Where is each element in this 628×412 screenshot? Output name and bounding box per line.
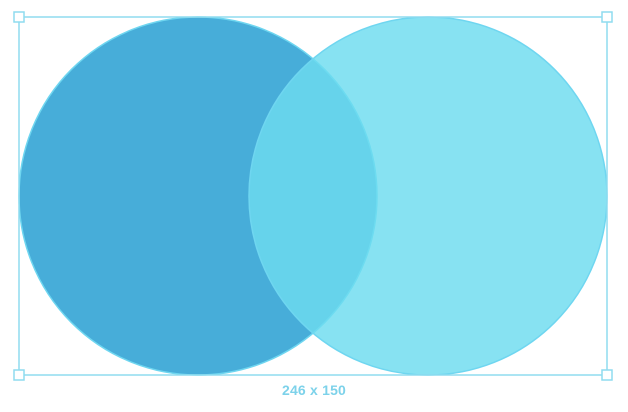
resize-handle-bottom-right[interactable]: [601, 369, 613, 381]
resize-handle-top-right[interactable]: [601, 11, 613, 23]
resize-handle-bottom-left[interactable]: [13, 369, 25, 381]
selection-bounding-box: [18, 16, 608, 376]
right-circle-shape[interactable]: [248, 16, 608, 376]
selection-size-label: 246 x 150: [281, 382, 347, 398]
resize-handle-top-left[interactable]: [13, 11, 25, 23]
